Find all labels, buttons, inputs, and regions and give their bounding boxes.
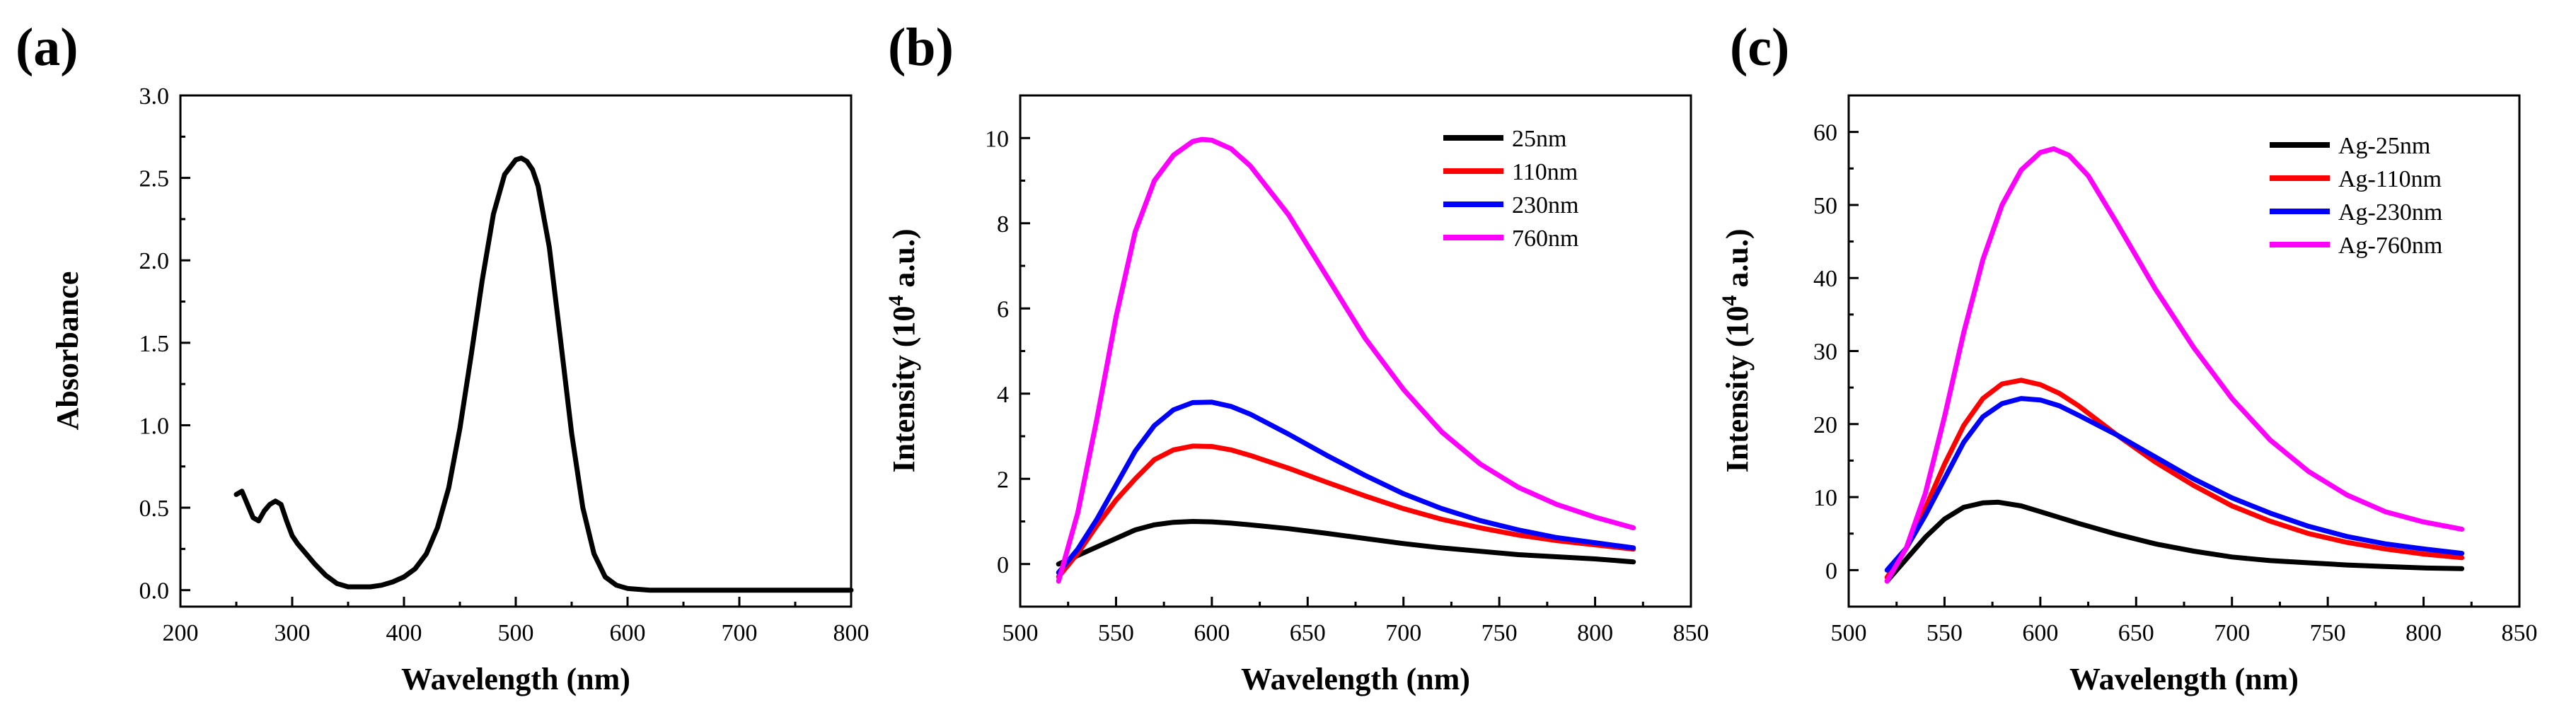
panel-b-series-760nm [1056,136,1636,584]
panel-a-x-axis-label: Wavelength (nm) [401,662,630,696]
panel-a-y-tick-label: 3.0 [139,83,170,110]
panel-b-x-tick-label: 800 [1577,620,1613,646]
panel-c-y-axis-label-base: Intensity (10 [1720,306,1755,473]
panel-b-y-tick-label: 6 [997,296,1009,322]
panel-a-x-tick-label: 400 [386,620,422,646]
panel-c-x-tick-label: 800 [2405,620,2442,646]
panel-a-label: (a) [16,18,79,77]
panel-c-label: (c) [1730,18,1789,77]
panel-a-y-tick-label: 2.0 [139,248,170,274]
panel-b-series [1056,136,1636,584]
panel-a-x-tick-label: 800 [833,620,870,646]
panel-a-x-tick-label: 700 [722,620,758,646]
panel-b-x-axis-label: Wavelength (nm) [1241,662,1470,696]
panel-a-x-tick-label: 200 [163,620,199,646]
panel-a: (a) 200 300 400 500 600 700 800 0.0 0.5 1.0 1.5 2.… [16,18,870,696]
panel-c-x-tick-label: 550 [1927,620,1963,646]
panel-b-legend-label: 760nm [1512,226,1578,252]
panel-c-y-tick-label: 0 [1825,558,1837,584]
panel-c-series-ag-110nm [1884,378,2465,580]
panel-b-legend-label: 110nm [1512,159,1578,185]
panel-c-legend-label: Ag-25nm [2338,133,2430,159]
panel-c-legend-label: Ag-760nm [2338,233,2442,259]
panel-c-series [1884,146,2465,584]
panel-c-y-axis-label-tail: a.u.) [1720,228,1755,295]
panel-c-legend: Ag-25nm Ag-110nm Ag-230nm Ag-760nm [2270,133,2442,259]
panel-a-x-axis: 200 300 400 500 600 700 800 [163,597,870,646]
panel-c-y-tick-label: 20 [1813,412,1837,438]
panel-a-y-axis-label: Absorbance [50,272,85,431]
panel-a-series-absorbance [233,156,854,593]
panel-c-y-axis: 0 10 20 30 40 50 60 [1813,120,1859,584]
panel-b-y-tick-label: 4 [997,382,1009,408]
panel-b-x-axis: 500 550 600 650 700 750 800 850 [1003,597,1709,646]
panel-c-y-tick-label: 60 [1813,120,1837,146]
panel-b-label: (b) [888,18,954,77]
panel-b-y-tick-label: 0 [997,552,1009,578]
panel-b-y-axis-label-exponent: 4 [884,296,908,306]
panel-c-legend-label: Ag-230nm [2338,199,2442,226]
panel-a-y-tick-label: 1.5 [139,331,170,357]
panel-b-y-axis-label-base: Intensity (10 [886,306,921,473]
panel-b-x-tick-label: 650 [1290,620,1326,646]
panel-a-x-tick-label: 500 [498,620,534,646]
panel-b-y-axis-label: Intensity (104 a.u.) [884,228,921,472]
panel-c-x-tick-label: 650 [2118,620,2154,646]
panel-a-y-tick-label: 0.5 [139,496,170,522]
panel-b-x-tick-label: 750 [1482,620,1518,646]
panel-c-y-tick-label: 40 [1813,266,1837,292]
panel-b: (b) 500 550 600 650 700 750 800 850 0 2 4 6 8 10 25n… [884,18,1709,696]
panel-b-legend: 25nm 110nm 230nm 760nm [1443,126,1578,252]
panel-b-y-axis-label-tail: a.u.) [886,228,921,295]
panel-c-y-tick-label: 10 [1813,485,1837,511]
panel-c-x-tick-label: 850 [2502,620,2538,646]
panel-c-x-tick-label: 700 [2214,620,2250,646]
panel-a-plot-frame [179,94,853,608]
panel-b-series-110nm [1056,443,1636,580]
panel-b-series-25nm [1056,519,1636,567]
panel-a-x-tick-label: 600 [610,620,646,646]
panel-c-y-tick-label: 30 [1813,339,1837,366]
panel-a-y-axis: 0.0 0.5 1.0 1.5 2.0 2.5 3.0 [139,83,190,605]
panel-b-y-tick-label: 8 [997,211,1009,238]
panel-c-x-tick-label: 600 [2022,620,2058,646]
panel-b-y-tick-label: 10 [985,126,1009,152]
panel-b-x-tick-label: 500 [1003,620,1039,646]
panel-b-plot-frame [1019,94,1692,608]
panel-b-y-tick-label: 2 [997,467,1009,493]
panel-b-legend-label: 230nm [1512,192,1578,218]
panel-b-y-axis: 0 2 4 6 8 10 [985,126,1030,578]
panel-a-y-tick-label: 1.0 [139,413,170,439]
panel-c-legend-label: Ag-110nm [2338,166,2442,192]
panel-c-x-tick-label: 500 [1831,620,1867,646]
panel-c-x-axis: 500 550 600 650 700 750 800 850 [1831,597,2538,646]
panel-b-series-230nm [1056,399,1636,576]
panel-c-y-tick-label: 50 [1813,193,1837,219]
panel-b-x-tick-label: 850 [1673,620,1709,646]
panel-c-series-ag-25nm [1884,499,2465,584]
panel-c-series-ag-760nm [1884,146,2465,584]
panel-b-x-tick-label: 600 [1194,620,1230,646]
panel-a-x-tick-label: 300 [275,620,311,646]
panel-c-y-axis-label-exponent: 4 [1718,296,1741,306]
panel-b-legend-label: 25nm [1512,126,1566,152]
panel-a-y-tick-label: 2.5 [139,166,170,192]
panel-a-series [233,156,854,593]
panel-b-x-tick-label: 700 [1385,620,1421,646]
panel-c-series-ag-230nm [1884,396,2465,573]
panel-a-y-tick-label: 0.0 [139,578,170,605]
panel-c-x-tick-label: 750 [2310,620,2346,646]
panel-c-y-axis-label: Intensity (104 a.u.) [1718,228,1755,472]
panel-b-x-tick-label: 550 [1098,620,1134,646]
panel-c: (c) 500 550 600 650 700 750 800 850 0 10 20 30 40 50… [1718,18,2538,696]
panel-c-x-axis-label: Wavelength (nm) [2069,662,2299,696]
